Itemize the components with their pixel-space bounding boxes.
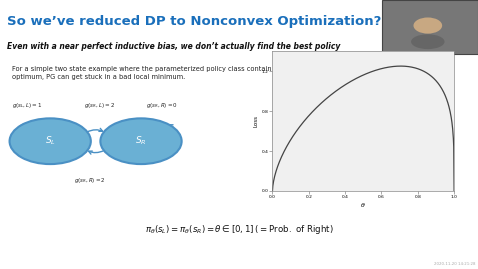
Text: $S_L$: $S_L$	[45, 135, 55, 147]
Circle shape	[100, 118, 182, 164]
Bar	[382, 0, 478, 54]
FancyArrowPatch shape	[17, 124, 23, 135]
Circle shape	[413, 17, 442, 34]
Ellipse shape	[411, 34, 445, 49]
Text: $g(s_L, L) = 1$: $g(s_L, L) = 1$	[12, 101, 43, 110]
Text: $g(s_R, L) = 2$: $g(s_R, L) = 2$	[84, 101, 115, 110]
Text: For a simple two state example where the parameterized policy class contains the: For a simple two state example where the…	[12, 66, 288, 80]
Y-axis label: Loss: Loss	[254, 115, 259, 127]
Text: Even with a near perfect inductive bias, we don’t actually find the best policy: Even with a near perfect inductive bias,…	[7, 42, 340, 51]
Circle shape	[10, 118, 91, 164]
FancyArrowPatch shape	[87, 128, 103, 132]
Text: $g(s_R, R) = 2$: $g(s_R, R) = 2$	[74, 176, 106, 185]
Text: $\pi_\theta(s_L) = \pi_\theta(s_R) = \theta \in [0,1]\,(= \mathrm{Prob.\ of\ Rig: $\pi_\theta(s_L) = \pi_\theta(s_R) = \th…	[145, 223, 333, 236]
FancyArrowPatch shape	[168, 125, 174, 136]
Text: $S_R$: $S_R$	[135, 135, 147, 147]
Text: $g(s_R, R) = 0$: $g(s_R, R) = 0$	[146, 101, 178, 110]
Text: So we’ve reduced DP to Nonconvex Optimization?: So we’ve reduced DP to Nonconvex Optimiz…	[7, 15, 381, 28]
FancyArrowPatch shape	[88, 151, 104, 154]
X-axis label: $\theta$: $\theta$	[360, 201, 366, 208]
Text: 2020-11-20 14:21:28: 2020-11-20 14:21:28	[434, 262, 476, 266]
